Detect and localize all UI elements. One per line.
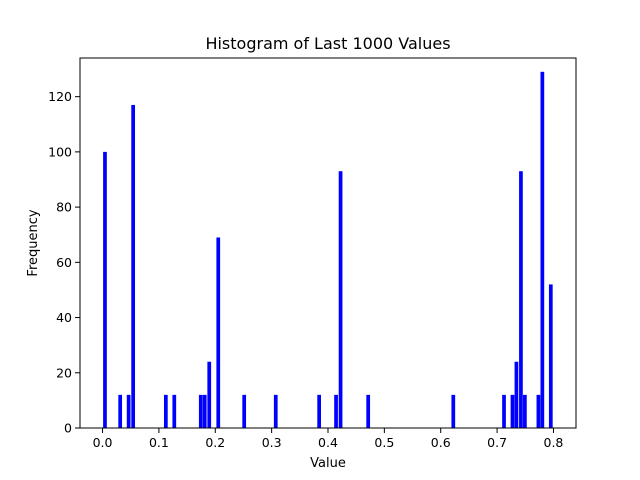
x-axis: 0.0 0.1 0.2 0.3 0.4 0.5 0.6 0.7 0.8 xyxy=(93,428,564,450)
histogram-bar xyxy=(242,394,247,428)
histogram-bar xyxy=(338,171,343,428)
x-tick-label: 0.5 xyxy=(374,435,394,450)
histogram-bar xyxy=(131,104,136,428)
x-tick-label: 0.3 xyxy=(262,435,282,450)
histogram-bar xyxy=(317,394,322,428)
histogram-bar xyxy=(216,237,221,428)
x-tick-label: 0.4 xyxy=(318,435,338,450)
histogram-bar xyxy=(519,171,523,428)
histogram-bar xyxy=(548,284,553,428)
y-tick-label: 120 xyxy=(48,89,72,104)
y-tick-label: 20 xyxy=(56,365,72,380)
histogram-bar xyxy=(510,394,515,428)
chart-title: Histogram of Last 1000 Values xyxy=(205,34,450,53)
y-axis-label: Frequency xyxy=(26,209,41,276)
histogram-bar xyxy=(202,394,207,428)
bars-group xyxy=(103,71,553,428)
histogram-bar xyxy=(207,361,212,428)
histogram-bar xyxy=(514,361,519,428)
histogram-bar xyxy=(334,394,338,428)
histogram-bar xyxy=(103,151,107,428)
x-tick-label: 0.8 xyxy=(544,435,564,450)
histogram-bar xyxy=(366,394,371,428)
histogram-bar xyxy=(163,394,168,428)
x-tick-label: 0.1 xyxy=(149,435,169,450)
histogram-bar xyxy=(502,394,506,428)
histogram-bar xyxy=(273,394,278,428)
histogram-bar xyxy=(451,394,456,428)
y-axis: 0 20 40 60 80 100 120 xyxy=(48,89,80,436)
y-tick-label: 100 xyxy=(48,144,72,159)
histogram-bar xyxy=(198,394,203,428)
y-tick-label: 40 xyxy=(56,310,72,325)
histogram-bar xyxy=(540,71,545,428)
histogram-bar xyxy=(118,394,123,428)
y-tick-label: 60 xyxy=(56,255,72,270)
y-tick-label: 0 xyxy=(64,421,72,436)
x-tick-label: 0.7 xyxy=(487,435,507,450)
histogram-bar xyxy=(126,394,131,428)
x-tick-label: 0.0 xyxy=(93,435,113,450)
x-axis-label: Value xyxy=(310,456,346,471)
y-tick-label: 80 xyxy=(56,200,72,215)
x-tick-label: 0.2 xyxy=(205,435,225,450)
histogram-bar xyxy=(536,394,541,428)
histogram-bar xyxy=(523,394,527,428)
plot-frame xyxy=(79,57,577,429)
histogram-bar xyxy=(172,394,177,428)
x-tick-label: 0.6 xyxy=(431,435,451,450)
